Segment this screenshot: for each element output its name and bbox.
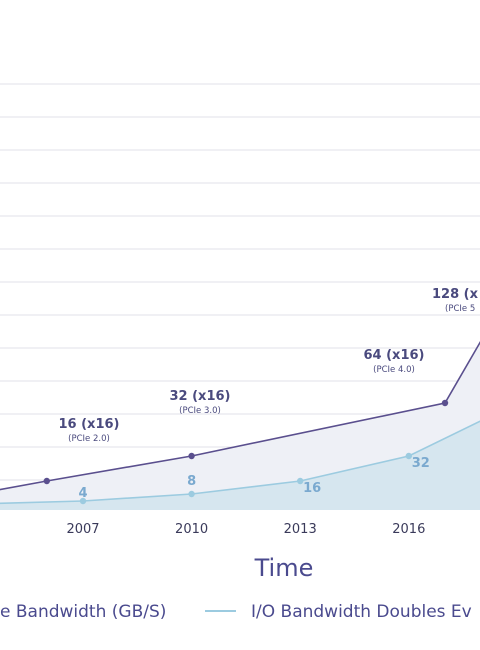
bandwidth-data-sublabel: (PCIe 5 <box>445 304 475 314</box>
bandwidth-point <box>188 452 195 460</box>
x-tick-label: 2010 <box>175 522 208 537</box>
bandwidth-point <box>441 399 449 407</box>
bandwidth-point <box>43 477 50 485</box>
io-data-label: 8 <box>187 474 196 489</box>
x-tick-label: 2016 <box>392 522 425 537</box>
bandwidth-data-label: 32 (x16) <box>170 389 231 404</box>
x-tick-label: 2007 <box>66 522 99 537</box>
legend: e Bandwidth (GB/S) I/O Bandwidth Doubles… <box>0 602 472 622</box>
bandwidth-data-sublabel: (PCIe 4.0) <box>373 365 415 375</box>
io-data-label: 4 <box>78 486 87 501</box>
x-axis-label: Time <box>254 554 314 582</box>
x-axis-ticks: 2007 2010 2013 2016 <box>66 522 425 537</box>
data-points <box>43 399 449 505</box>
area-fills <box>0 342 480 510</box>
bandwidth-data-label: 64 (x16) <box>364 348 425 363</box>
data-labels: 16 (x16) (PCIe 2.0) 32 (x16) (PCIe 3.0) 64 (… <box>59 287 479 501</box>
legend-label-bandwidth: e Bandwidth (GB/S) <box>0 602 166 622</box>
io-point <box>405 452 412 460</box>
bandwidth-data-sublabel: (PCIe 3.0) <box>179 406 221 416</box>
io-data-label: 16 <box>303 481 321 496</box>
x-tick-label: 2013 <box>284 522 317 537</box>
bandwidth-data-label: 16 (x16) <box>59 417 120 432</box>
io-point <box>188 490 195 498</box>
io-point <box>79 497 87 505</box>
io-point <box>297 477 304 485</box>
io-line <box>0 420 480 505</box>
bandwidth-data-sublabel: (PCIe 2.0) <box>68 434 110 444</box>
io-area <box>0 421 480 510</box>
legend-label-io: I/O Bandwidth Doubles Ev <box>251 602 472 622</box>
io-data-label: 32 <box>412 456 430 471</box>
bandwidth-data-label: 128 (x <box>432 287 479 302</box>
